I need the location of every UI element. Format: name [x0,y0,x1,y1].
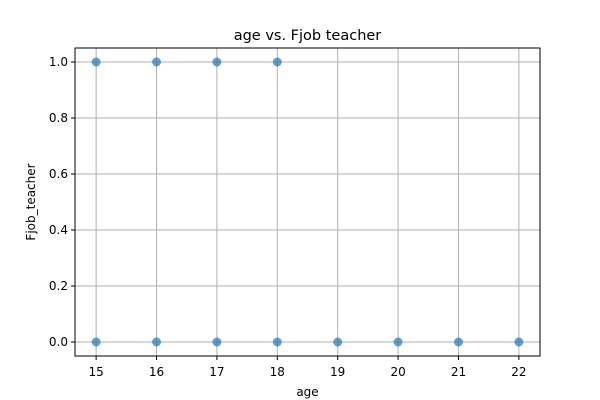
plot-area-frame [74,47,541,357]
scatter-point [514,337,524,347]
scatter-point [272,57,282,67]
x-tick-label: 18 [270,365,285,379]
chart-title: age vs. Fjob teacher [234,28,382,44]
scatter-point [333,337,343,347]
x-axis-ticks: 15 16 17 18 19 20 21 22 [88,356,527,379]
y-tick-label: 0.6 [49,167,68,181]
scatter-point [453,337,463,347]
x-tick-label: 16 [149,365,164,379]
y-tick-label: 0.2 [49,279,68,293]
x-tick-label: 22 [511,365,526,379]
scatter-point [212,57,222,67]
x-tick-label: 21 [451,365,466,379]
scatter-point [152,337,162,347]
data-points [91,57,524,347]
x-tick-label: 17 [209,365,224,379]
y-axis-label: Fjob_teacher [24,163,38,240]
x-tick-label: 15 [88,365,103,379]
scatter-point [393,337,403,347]
scatter-point [91,337,101,347]
y-axis-ticks: 0.0 0.2 0.4 0.6 0.8 1.0 [49,55,75,349]
x-tick-label: 19 [330,365,345,379]
scatter-point [91,57,101,67]
scatter-point [152,57,162,67]
grid [75,48,540,356]
x-axis-label: age [296,385,318,399]
y-tick-label: 0.0 [49,335,68,349]
y-tick-label: 1.0 [49,55,68,69]
scatter-point [272,337,282,347]
scatter-point [212,337,222,347]
y-tick-label: 0.8 [49,111,68,125]
x-tick-label: 20 [390,365,405,379]
y-tick-label: 0.4 [49,223,68,237]
